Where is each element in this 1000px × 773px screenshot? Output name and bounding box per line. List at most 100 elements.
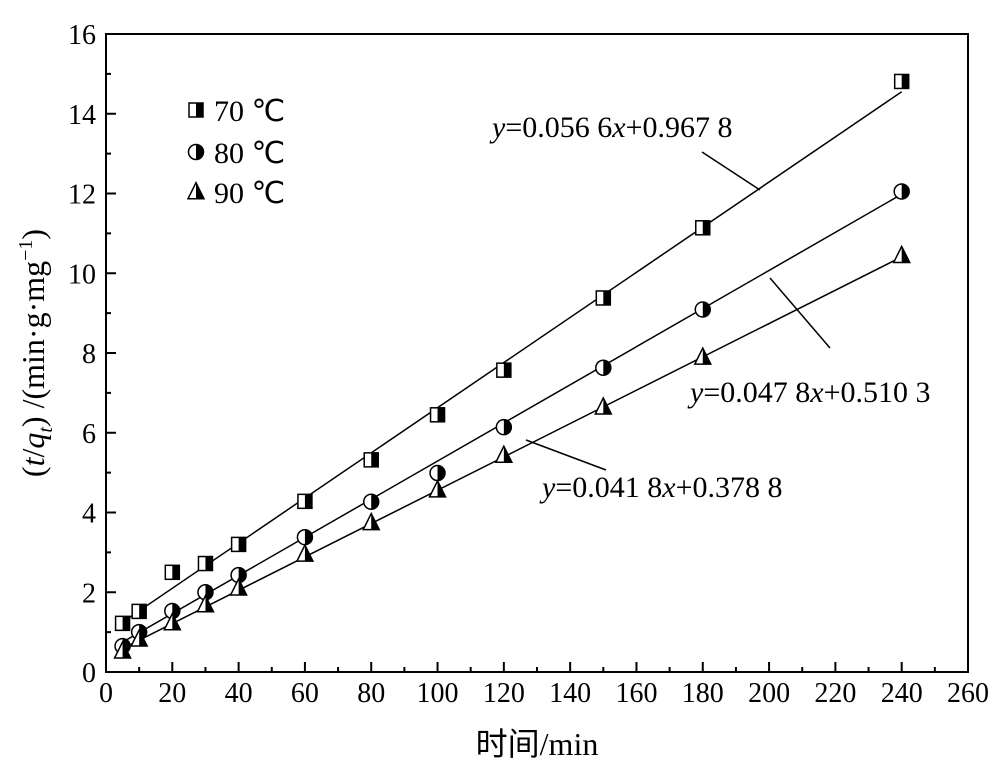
equation-part: +0.967 8 — [626, 111, 733, 144]
marker-fill — [172, 565, 180, 580]
x-tick-label: 120 — [483, 678, 525, 709]
data-point — [187, 143, 205, 161]
x-tick-label: 220 — [814, 678, 856, 709]
marker-fill — [238, 537, 246, 552]
y-axis-title-part: −1 — [15, 240, 37, 261]
x-tick-label: 160 — [615, 678, 657, 709]
marker-fill — [901, 246, 910, 263]
marker-fill — [371, 452, 379, 467]
legend-label: 80 ℃ — [214, 137, 285, 170]
fit-equation-label: y=0.047 8x+0.510 3 — [687, 376, 931, 409]
y-axis-title-part: q — [15, 433, 51, 449]
equation-part: =0.056 6 — [505, 111, 612, 144]
y-tick-label: 10 — [68, 259, 96, 290]
equation-part: =0.041 8 — [555, 471, 662, 504]
marker-fill — [196, 103, 203, 117]
x-tick-label: 80 — [357, 678, 385, 709]
data-point — [362, 493, 380, 510]
marker-fill — [603, 397, 612, 414]
data-point — [494, 444, 514, 463]
y-tick-label: 14 — [68, 100, 96, 131]
data-point — [693, 346, 712, 365]
equation-leader-line — [525, 439, 607, 471]
marker-fill — [901, 184, 910, 200]
x-tick-label: 60 — [291, 678, 319, 709]
data-point — [197, 584, 214, 601]
data-point — [594, 396, 613, 415]
marker-fill — [603, 290, 611, 305]
data-point — [595, 290, 612, 306]
x-tick-label: 200 — [748, 678, 790, 709]
legend-label: 70 ℃ — [214, 95, 285, 128]
marker-fill — [196, 144, 204, 160]
fit-line — [122, 91, 903, 623]
data-point — [428, 479, 447, 498]
equation-part: +0.378 8 — [676, 471, 783, 504]
marker-fill — [304, 529, 313, 545]
marker-fill — [196, 182, 204, 199]
legend: 70 ℃ 80 ℃ 90 ℃ — [186, 95, 285, 210]
marker-fill — [702, 302, 711, 318]
data-point — [164, 564, 181, 581]
y-tick-label: 8 — [82, 339, 96, 370]
marker-fill — [603, 360, 611, 376]
equation-variable: y — [687, 376, 704, 409]
y-tick-label: 0 — [82, 658, 96, 689]
marker-fill — [172, 613, 181, 630]
marker-fill — [122, 641, 131, 659]
data-point — [295, 543, 315, 562]
x-axis-title: 时间/min — [476, 726, 599, 762]
data-point — [893, 73, 910, 90]
equation-variable: x — [661, 471, 676, 504]
data-point — [114, 615, 131, 632]
x-tick-label: 20 — [158, 678, 186, 709]
x-tick-label: 180 — [682, 678, 724, 709]
data-point — [129, 628, 149, 647]
data-point — [695, 220, 711, 236]
equation-leader-line — [769, 277, 831, 349]
data-point — [230, 536, 247, 553]
y-axis-title-part: / — [15, 449, 51, 458]
data-point — [892, 244, 911, 264]
marker-fill — [371, 494, 379, 510]
y-tick-label: 16 — [68, 20, 96, 51]
y-axis-title-part: t — [15, 456, 51, 466]
equation-variable: y — [539, 471, 556, 504]
fit-line — [122, 193, 903, 643]
y-axis-title-part: ) /(min·g·mg — [15, 261, 51, 427]
marker-fill — [304, 545, 313, 562]
x-tick-label: 260 — [947, 678, 989, 709]
marker-fill — [503, 419, 512, 435]
marker-fill — [205, 584, 213, 600]
equation-variable: x — [809, 376, 824, 409]
x-tick-label: 100 — [417, 678, 459, 709]
fit-line — [122, 256, 903, 650]
marker-fill — [122, 616, 130, 631]
equation-variable: x — [611, 111, 626, 144]
fit-lines — [122, 91, 903, 650]
y-axis-title-part: t — [35, 427, 57, 433]
data-point — [429, 407, 446, 423]
data-point — [595, 359, 612, 377]
y-axis-title-part: ( — [15, 466, 51, 477]
legend-label: 90 ℃ — [214, 177, 285, 210]
y-tick-label: 6 — [82, 419, 96, 450]
data-markers — [113, 73, 911, 659]
marker-fill — [238, 567, 247, 583]
data-point — [496, 362, 512, 378]
axes: 0 20 40 60 80 100 120 140 160 180 200 220 240 260 0 2 4 6… — [68, 20, 989, 709]
y-tick-label: 2 — [82, 578, 96, 609]
equation-part: =0.047 8 — [703, 376, 810, 409]
marker-fill — [371, 513, 380, 530]
data-point — [362, 511, 381, 531]
marker-fill — [901, 74, 909, 89]
data-point — [296, 528, 314, 546]
marker-fill — [139, 630, 148, 647]
x-tick-label: 40 — [225, 678, 253, 709]
data-point — [196, 594, 215, 613]
data-point — [495, 418, 513, 436]
x-tick-label: 240 — [881, 678, 923, 709]
fit-equation-label: y=0.041 8x+0.378 8 — [539, 471, 783, 504]
data-point — [694, 301, 712, 318]
